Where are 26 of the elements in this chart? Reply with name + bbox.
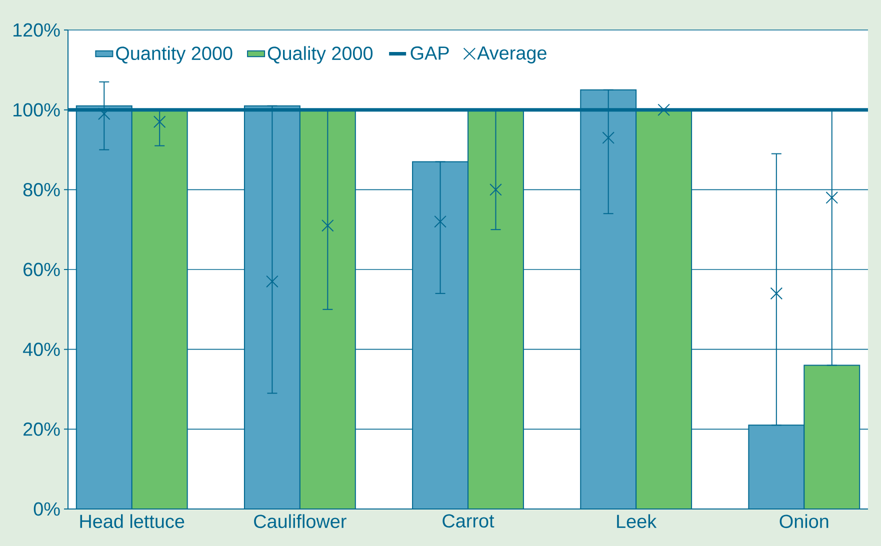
bar [244,106,300,509]
y-tick-label: 80% [23,182,60,196]
y-tick-label: 0% [34,502,60,516]
bar [132,110,188,509]
x-tick-label: Carrot [442,514,494,528]
x-tick-label: Onion [780,514,828,528]
bar [636,110,692,509]
legend-label: Average [477,46,546,64]
bar [580,90,636,509]
bar [76,106,132,509]
y-tick-label: 40% [23,342,60,356]
y-tick-label: 120% [14,23,60,37]
legend-label: Quality 2000 [268,46,373,64]
x-tick-label: Cauliflower [254,514,346,528]
y-tick-label: 20% [24,422,60,436]
bar [468,110,524,509]
y-tick-label: 100% [14,103,60,117]
x-tick-label: Leek [617,514,657,528]
legend-label: Quantity 2000 [116,46,232,64]
bar [412,162,468,509]
y-tick-label: 60% [24,262,60,276]
bar [748,424,805,509]
x-tick-label: Head lettuce [80,514,184,528]
bar [300,110,356,509]
bar [804,364,860,509]
legend-label: GAP [410,46,449,60]
